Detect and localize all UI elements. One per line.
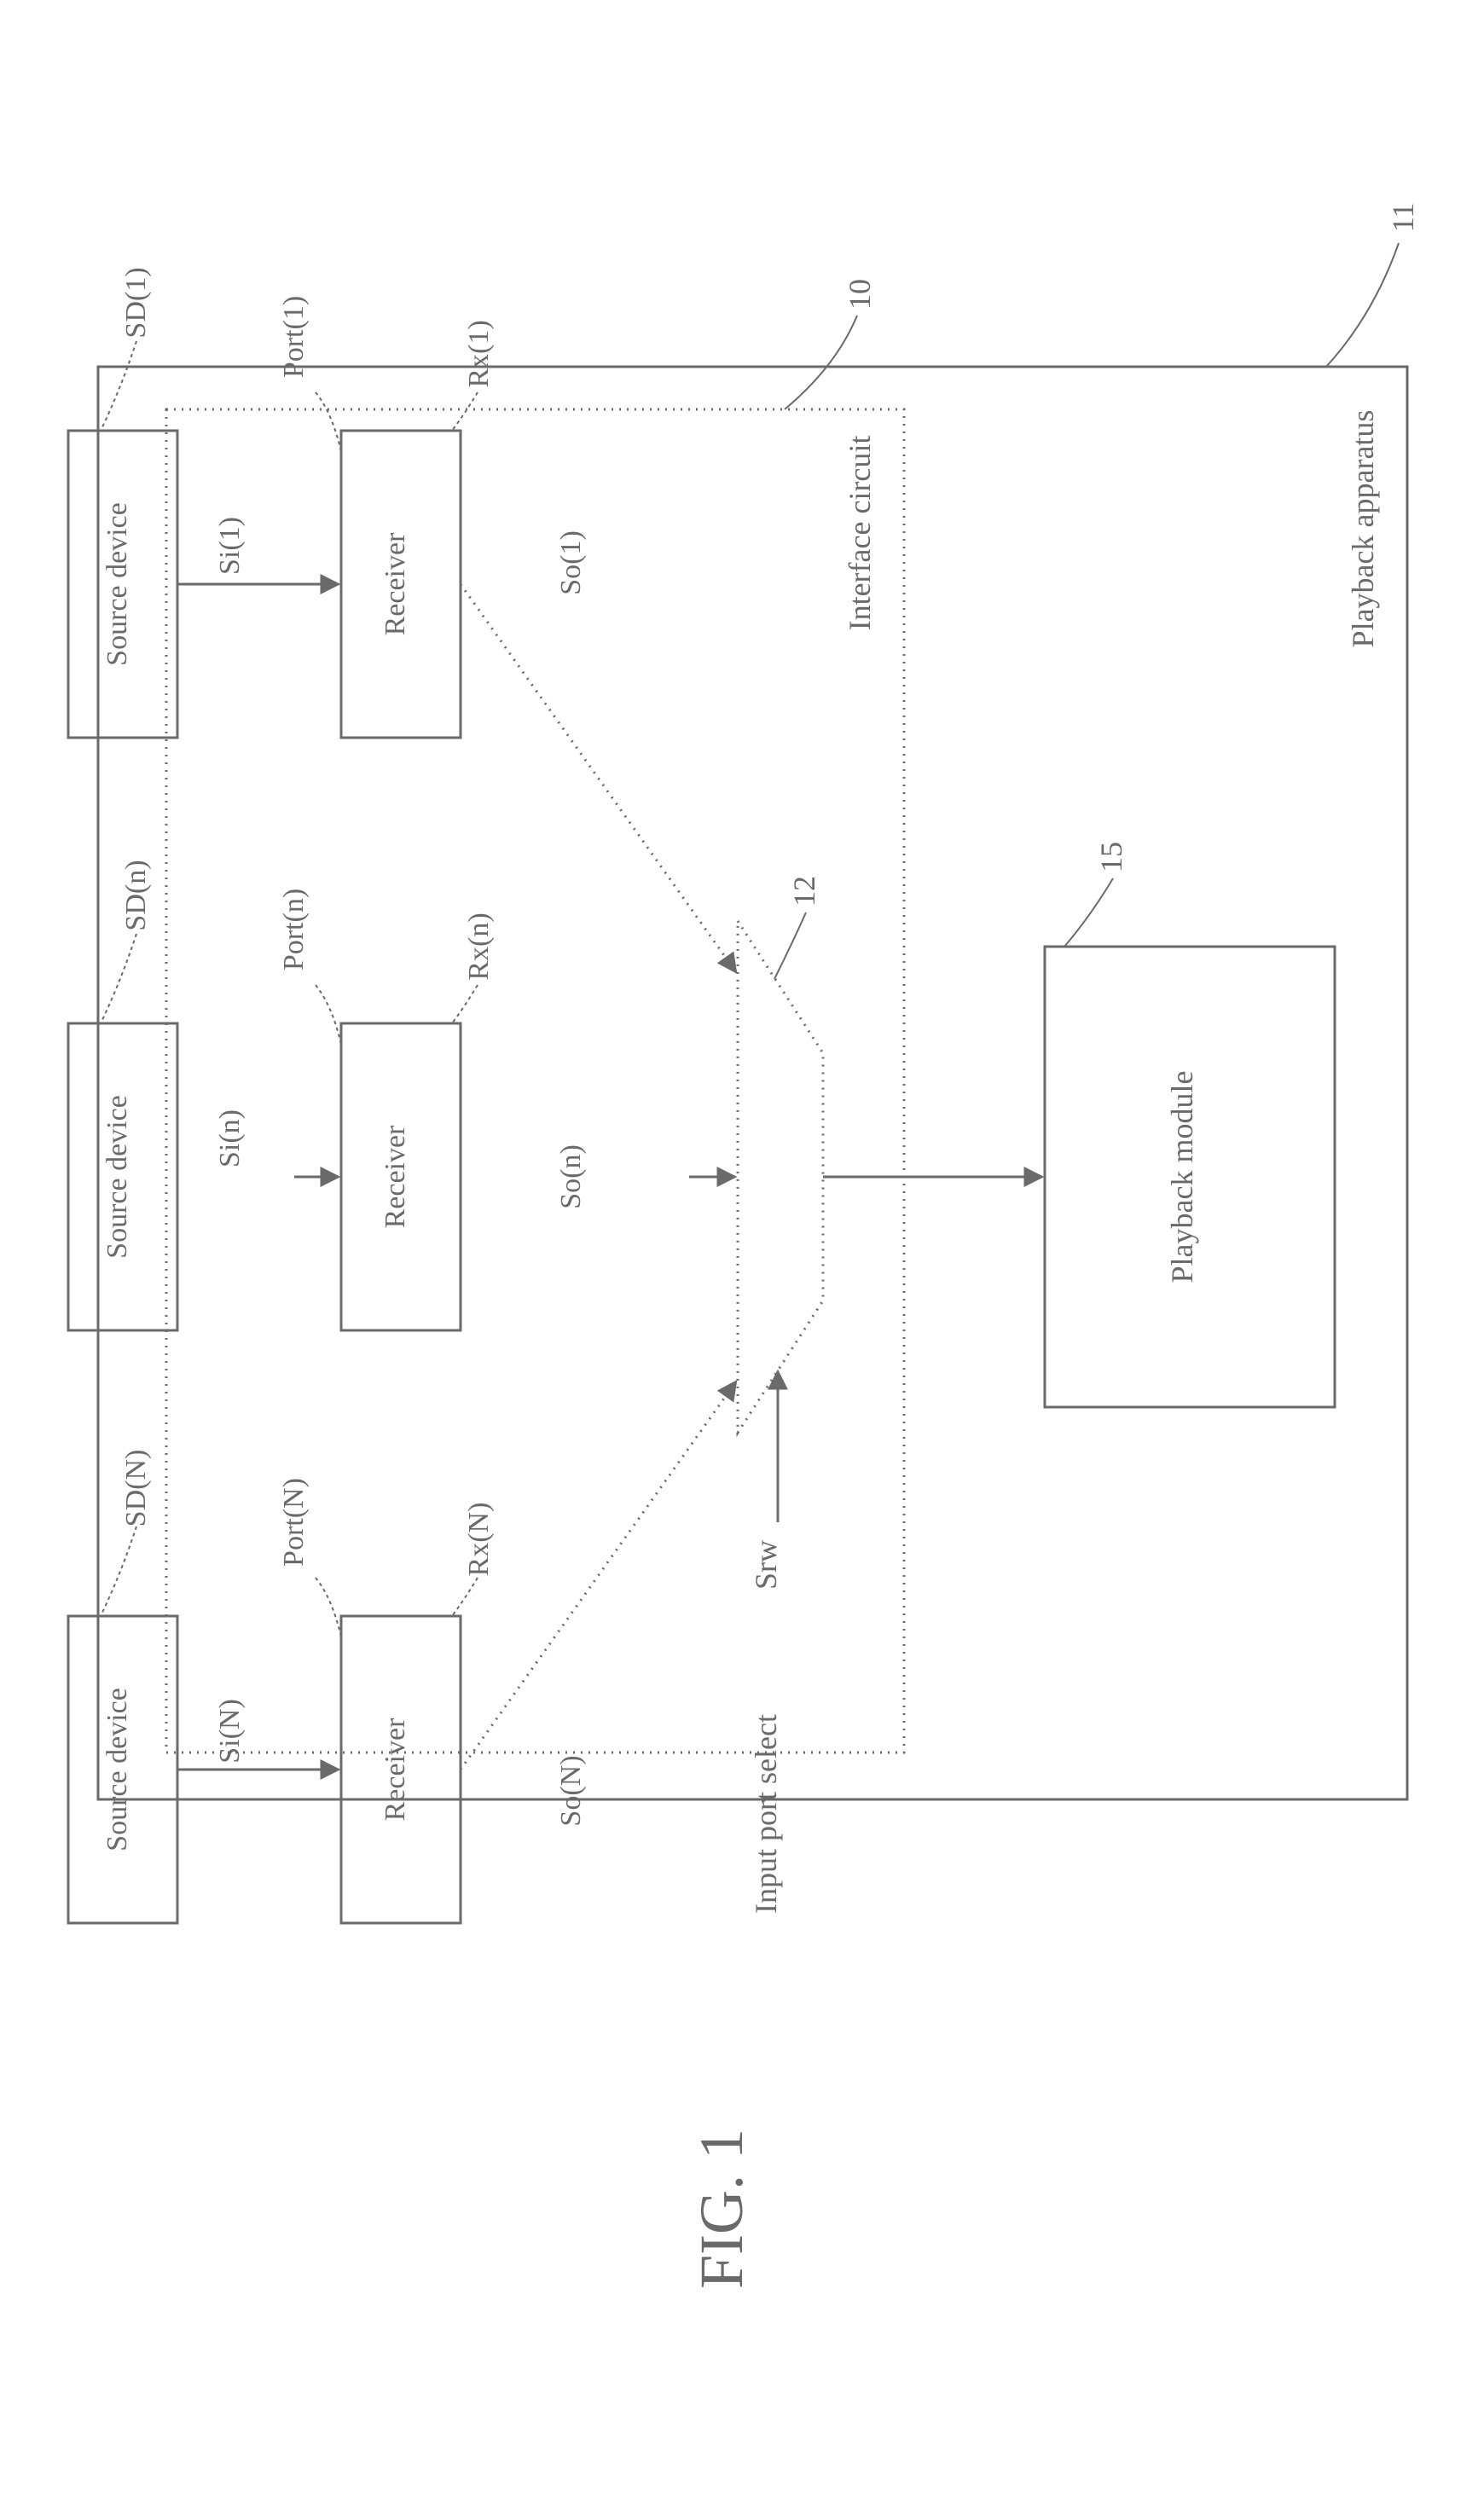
si-n-label: Si(n) xyxy=(214,1109,246,1167)
receiver-1-label: Receiver xyxy=(380,532,411,635)
receiver-1-port: Port(1) xyxy=(278,296,310,378)
source-device-n-label: Source device xyxy=(101,1095,133,1259)
playback-apparatus-title: Playback apparatus xyxy=(1346,410,1380,648)
so-n-label: So(n) xyxy=(555,1144,587,1209)
interface-circuit-callout: 10 xyxy=(843,279,877,310)
source-device-1-callout-leader xyxy=(101,341,136,431)
playback-module-callout-leader xyxy=(1064,878,1113,947)
source-device-1-callout: SD(1) xyxy=(120,267,152,338)
receiver-1-rx: Rx(1) xyxy=(463,320,495,387)
si-1-label: Si(1) xyxy=(214,517,246,575)
source-device-N-label: Source device xyxy=(101,1688,133,1851)
source-device-1-label: Source device xyxy=(101,502,133,666)
receiver-n-port: Port(n) xyxy=(278,889,310,970)
so-N-line xyxy=(461,1382,736,1770)
interface-circuit-title: Interface circuit xyxy=(843,436,877,631)
receiver-N-port: Port(N) xyxy=(278,1478,310,1567)
receiver-N-label: Receiver xyxy=(380,1718,411,1821)
mux-trapezoid xyxy=(738,921,823,1433)
interface-circuit-box xyxy=(166,409,904,1752)
playback-module-title: Playback module xyxy=(1165,1071,1199,1283)
so-1-line xyxy=(461,584,736,972)
receiver-n-rx: Rx(n) xyxy=(463,912,495,980)
source-device-n-callout: SD(n) xyxy=(120,860,152,930)
mux-callout: 12 xyxy=(787,876,821,907)
receiver-N-rx: Rx(N) xyxy=(463,1503,495,1577)
figure-label: FIG. 1 xyxy=(687,2129,756,2289)
mux-select-label: Input port select xyxy=(749,1714,783,1914)
receiver-n-rx-leader xyxy=(452,985,478,1023)
receiver-1-rx-leader xyxy=(452,392,478,431)
receiver-n-label: Receiver xyxy=(380,1125,411,1228)
interface-circuit-callout-leader xyxy=(785,316,857,409)
receiver-n-port-leader xyxy=(316,985,341,1045)
receiver-1-port-leader xyxy=(316,392,341,452)
playback-module-callout: 15 xyxy=(1094,842,1128,872)
source-device-N-callout-leader xyxy=(101,1526,136,1616)
si-N-label: Si(N) xyxy=(214,1699,246,1764)
playback-apparatus-callout-leader xyxy=(1326,243,1399,367)
source-device-N-callout: SD(N) xyxy=(120,1450,152,1527)
mux-callout-leader xyxy=(774,912,806,979)
receiver-N-rx-leader xyxy=(452,1578,478,1616)
receiver-N-port-leader xyxy=(316,1578,341,1637)
so-1-label: So(1) xyxy=(555,530,587,595)
playback-apparatus-callout: 11 xyxy=(1386,203,1420,233)
source-device-n-callout-leader xyxy=(101,934,136,1023)
so-N-label: So(N) xyxy=(555,1755,587,1826)
diagram-canvas: Playback apparatus 11 Interface circuit … xyxy=(0,0,1484,2520)
mux-output-label: Srw xyxy=(749,1540,783,1590)
